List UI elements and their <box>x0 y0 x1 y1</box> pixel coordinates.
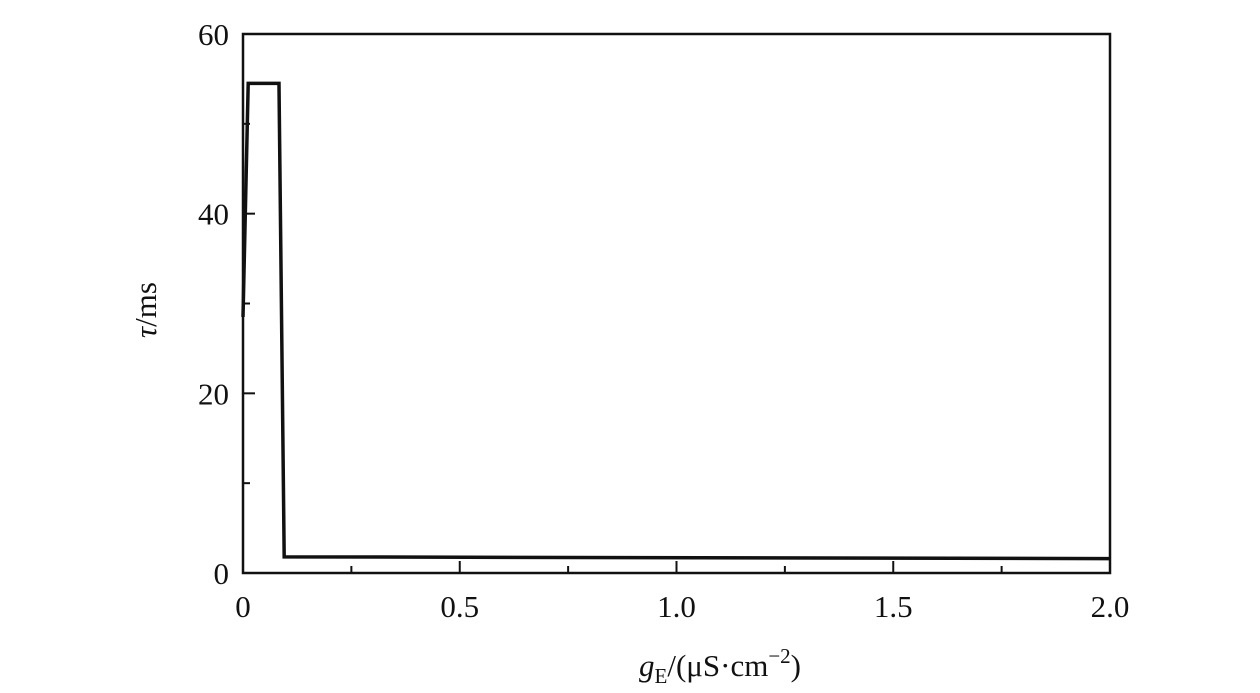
x-label-part: E <box>655 664 668 688</box>
y-tick-label: 20 <box>198 376 229 411</box>
x-tick-label: 0 <box>235 589 251 624</box>
x-label-part: ) <box>791 648 801 683</box>
y-tick-label: 40 <box>198 197 229 232</box>
x-tick-label: 1.0 <box>657 589 696 624</box>
y-label-part: τ <box>128 325 163 338</box>
y-tick-label: 0 <box>214 556 230 591</box>
x-tick-label: 0.5 <box>440 589 479 624</box>
y-tick-label: 60 <box>198 17 229 52</box>
x-tick-label: 2.0 <box>1091 589 1130 624</box>
y-axis-label: τ/ms <box>128 282 163 338</box>
x-label-part: /(μS·cm <box>667 648 768 683</box>
x-axis-label: gE/(μS·cm−2) <box>639 644 801 688</box>
plot-frame <box>241 32 1112 575</box>
x-label-part: g <box>639 648 655 683</box>
y-label-part: /ms <box>128 282 163 327</box>
x-tick-label: 1.5 <box>874 589 913 624</box>
line-series <box>241 81 1111 561</box>
x-label-part: −2 <box>768 644 790 668</box>
